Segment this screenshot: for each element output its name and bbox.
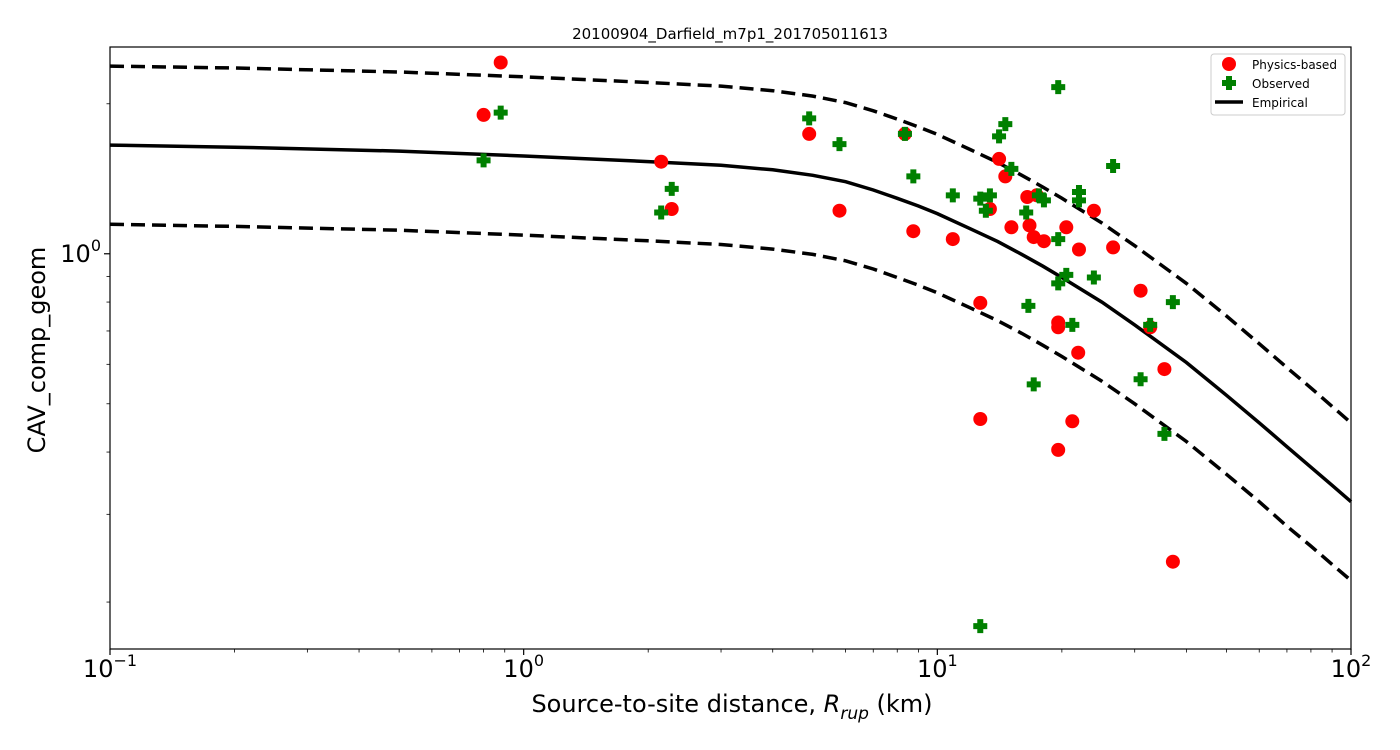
chart-title: 20100904_Darfield_m7p1_201705011613 — [572, 25, 888, 44]
observed-point — [1059, 267, 1074, 282]
observed-point — [654, 205, 669, 220]
legend-observed-marker — [1222, 76, 1236, 90]
physics-based-point — [945, 232, 960, 247]
observed-point — [1071, 185, 1086, 200]
observed-point — [978, 203, 993, 218]
physics-based-point — [1051, 320, 1066, 335]
legend-empirical-label: Empirical — [1252, 96, 1308, 110]
x-tick-label: 101 — [917, 651, 958, 683]
observed-point — [1086, 270, 1101, 285]
physics-based-point — [493, 55, 508, 70]
physics-based-point — [1165, 554, 1180, 569]
y-tick-label: 100 — [60, 236, 101, 268]
physics-based-point — [1022, 218, 1037, 233]
legend: Physics-based Observed Empirical — [1210, 53, 1346, 116]
observed-point — [802, 111, 817, 126]
observed-point — [1051, 232, 1066, 247]
observed-point — [1019, 205, 1034, 220]
observed-point — [906, 169, 921, 184]
observed-point — [1026, 377, 1041, 392]
physics-based-point — [802, 126, 817, 141]
empirical-median-line — [109, 143, 1353, 504]
empirical-lower-bound-line — [109, 222, 1353, 582]
observed-point — [982, 188, 997, 203]
physics-based-point — [973, 412, 988, 426]
physics-based-point — [1086, 203, 1101, 218]
x-tick-label: 102 — [1331, 651, 1372, 683]
observed-point — [1065, 317, 1080, 332]
physics-based-point — [654, 154, 669, 169]
legend-physics-marker — [1222, 57, 1236, 71]
x-tick-label: 10−1 — [83, 651, 137, 683]
physics-based-point — [476, 107, 491, 122]
physics-based-point — [1036, 234, 1051, 249]
observed-point — [1071, 193, 1086, 208]
physics-based-point — [1133, 283, 1148, 298]
observed-point — [1133, 372, 1148, 387]
physics-based-point — [1071, 345, 1086, 360]
axes-frame — [109, 46, 1352, 650]
observed-point — [1051, 276, 1066, 291]
x-axis-label: Source-to-site distance, Rrup (km) — [531, 690, 932, 724]
observed-point — [973, 619, 988, 634]
observed-point — [1165, 295, 1180, 310]
observed-point — [493, 105, 508, 120]
y-axis-label: CAV_comp_geom — [23, 247, 51, 454]
observed-point — [1106, 159, 1121, 174]
physics-based-point — [992, 151, 1007, 166]
legend-observed-label: Observed — [1252, 77, 1310, 91]
observed-point — [1036, 193, 1051, 208]
physics-based-point — [1004, 220, 1019, 235]
physics-based-point — [906, 224, 921, 239]
legend-physics-label: Physics-based — [1252, 58, 1337, 72]
observed-point — [832, 137, 847, 152]
observed-point — [1004, 161, 1019, 176]
observed-point — [1143, 317, 1158, 332]
x-tick-label: 100 — [503, 651, 544, 683]
observed-point — [1157, 426, 1172, 441]
observed-point — [998, 117, 1013, 132]
physics-based-point — [1065, 414, 1080, 429]
observed-point — [1031, 188, 1046, 203]
observed-point — [897, 126, 912, 141]
legend-box — [1210, 53, 1346, 116]
physics-based-point — [973, 295, 988, 310]
observed-point — [973, 191, 988, 206]
physics-based-point — [1051, 442, 1066, 457]
observed-point — [992, 129, 1007, 144]
physics-based-point — [1059, 220, 1074, 235]
observed-point — [476, 153, 491, 168]
physics-based-point — [1072, 242, 1086, 257]
physics-based-point — [1157, 362, 1172, 377]
physics-based-point — [832, 203, 847, 218]
physics-based-point — [664, 202, 679, 216]
plot-area — [109, 46, 1353, 650]
observed-point — [945, 188, 960, 203]
observed-point — [1051, 80, 1066, 95]
empirical-upper-bound-line — [109, 64, 1353, 425]
observed-point — [664, 181, 679, 196]
observed-point — [1021, 298, 1036, 313]
physics-based-point — [1106, 240, 1121, 255]
